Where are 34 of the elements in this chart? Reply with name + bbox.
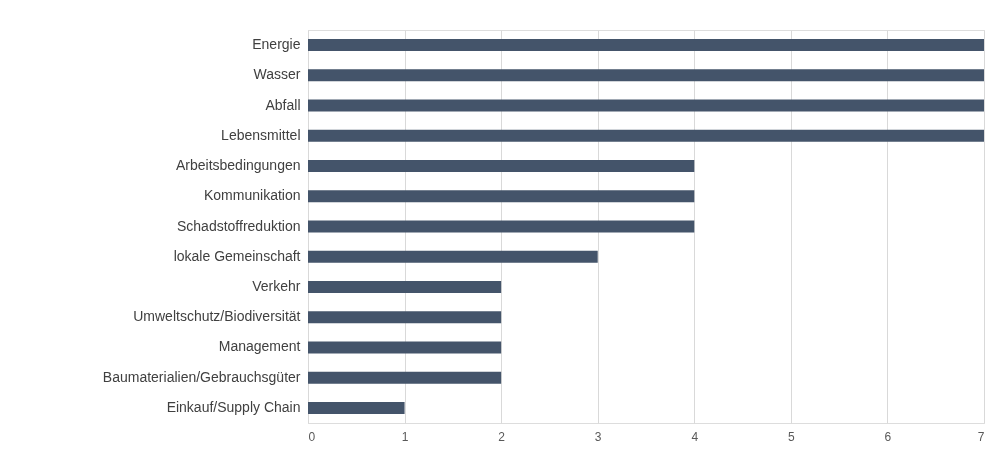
y-tick-label: Einkauf/Supply Chain [166, 398, 301, 415]
bar [308, 220, 695, 233]
y-tick-label: Wasser [253, 66, 301, 83]
x-tick-label: 6 [884, 429, 892, 444]
x-tick-label: 1 [401, 429, 409, 444]
y-tick-label: Lebensmittel [221, 126, 301, 143]
bar [308, 39, 984, 52]
bar [308, 311, 502, 324]
y-tick-label: lokale Gemeinschaft [173, 247, 301, 264]
y-tick-label: Umweltschutz/Biodiversität [133, 308, 301, 325]
bar [308, 160, 695, 173]
x-tick-label: 7 [977, 429, 985, 444]
bar [308, 401, 405, 414]
y-tick-label: Verkehr [252, 277, 301, 294]
x-tick-label: 4 [691, 429, 699, 444]
bar [308, 129, 984, 142]
y-tick-label: Energie [252, 36, 301, 53]
x-tick-label: 3 [594, 429, 602, 444]
y-tick-label: Arbeitsbedingungen [175, 157, 301, 174]
bar [308, 99, 984, 112]
bar [308, 371, 502, 384]
bar [308, 250, 598, 263]
x-tick-label: 2 [498, 429, 506, 444]
y-tick-label: Schadstoffreduktion [177, 217, 301, 234]
y-tick-label: Baumaterialien/Gebrauchsgüter [102, 368, 301, 385]
y-tick-label: Management [218, 338, 301, 355]
x-tick-label: 5 [788, 429, 796, 444]
y-tick-label: Abfall [265, 96, 301, 113]
bar [308, 341, 502, 354]
bar [308, 69, 984, 82]
bar [308, 280, 502, 293]
y-tick-label: Kommunikation [204, 187, 301, 204]
bar [308, 190, 695, 203]
x-tick-label: 0 [308, 429, 316, 444]
